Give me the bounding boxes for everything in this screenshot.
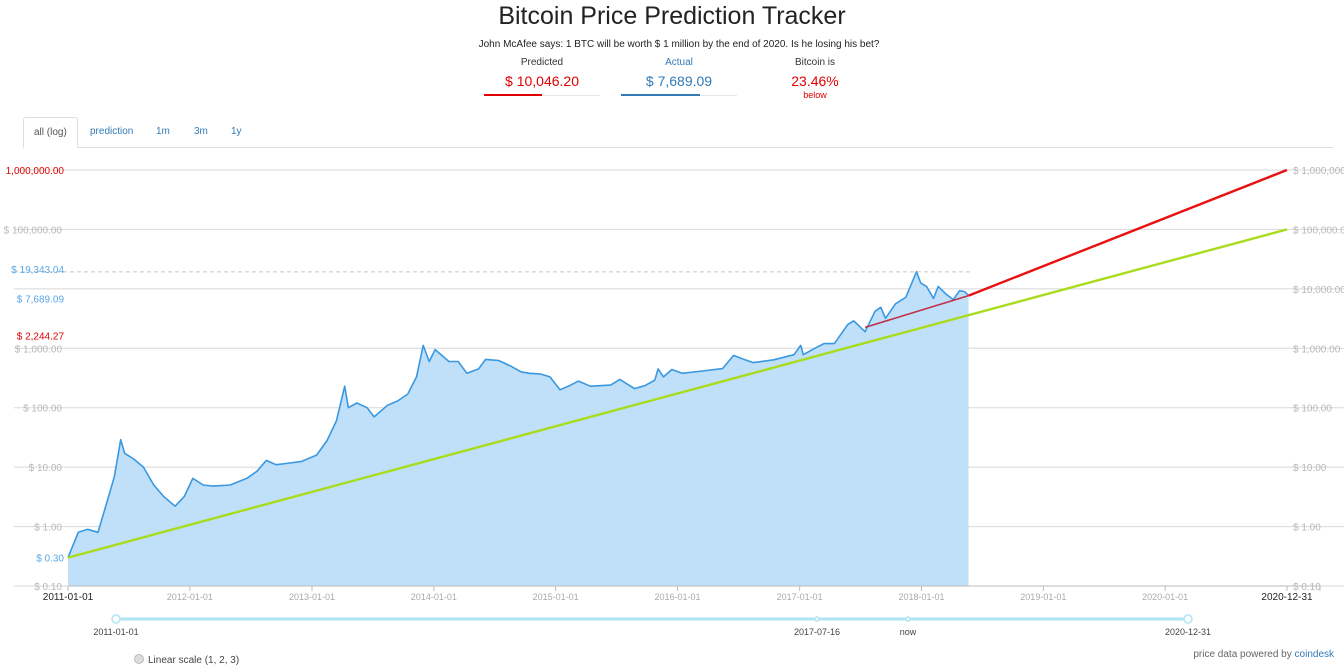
- tab-3m[interactable]: 3m: [194, 126, 208, 137]
- date-range-slider[interactable]: 2011-01-01 2017-07-16 now 2020-12-31: [0, 608, 1344, 642]
- x-tick-label: 2019-01-01: [1020, 592, 1066, 602]
- tab-all-log[interactable]: all (log): [23, 117, 78, 148]
- x-tick-label: 2020-12-31: [1261, 592, 1313, 603]
- y-tick-left: $ 100.00: [23, 404, 62, 415]
- predicted-value: $ 10,046.20: [505, 73, 579, 89]
- linear-scale-option[interactable]: Linear scale (1, 2, 3): [134, 654, 239, 666]
- slider-label: 2011-01-01: [93, 627, 138, 637]
- x-tick-label: 2014-01-01: [411, 592, 457, 602]
- y-tick-left: $ 1.00: [34, 523, 62, 534]
- page-subtitle: John McAfee says: 1 BTC will be worth $ …: [478, 39, 880, 50]
- page-title: Bitcoin Price Prediction Tracker: [498, 2, 846, 30]
- y-tick-right: $ 100,000.00: [1293, 225, 1344, 236]
- status-stat: Bitcoin is 23.46% below: [757, 57, 873, 100]
- highlight-label: $ 2,244.27: [17, 331, 65, 342]
- price-chart: $ 1,000,000.00 $ 100,000.00 $ 10,000.00 $ 1…: [4, 166, 1344, 603]
- actual-value: $ 7,689.09: [645, 73, 713, 89]
- y-tick-left: $ 0.10: [34, 582, 62, 593]
- actual-label: Actual: [665, 57, 693, 68]
- slider-handle[interactable]: [1183, 614, 1193, 624]
- actual-stat: Actual $ 7,689.09: [621, 57, 737, 96]
- slider-handle[interactable]: [905, 616, 911, 622]
- y-tick-right: $ 100.00: [1293, 404, 1332, 415]
- predicted-stat: Predicted $ 10,046.20: [484, 57, 600, 96]
- actual-bar: [621, 94, 737, 96]
- y-tick-left: $ 100,000.00: [4, 225, 63, 236]
- x-tick-label: 2017-01-01: [777, 592, 823, 602]
- y-tick-right: $ 0.10: [1293, 582, 1321, 593]
- highlight-label: $ 19,343.04: [11, 265, 64, 276]
- y-tick-right: $ 10.00: [1293, 463, 1327, 474]
- prediction-line: [968, 168, 1288, 297]
- y-tick-right: $ 1,000,000.00: [1293, 166, 1344, 177]
- powered-by: price data powered by coindesk: [1193, 649, 1334, 660]
- tab-1m[interactable]: 1m: [156, 126, 170, 137]
- y-tick-right: $ 1.00: [1293, 523, 1321, 534]
- x-tick-label: 2012-01-01: [167, 592, 213, 602]
- x-tick-label: 2016-01-01: [654, 592, 700, 602]
- linear-scale-radio[interactable]: [134, 654, 144, 664]
- status-value: 23.46%: [791, 73, 839, 89]
- slider-label: 2017-07-16: [794, 627, 840, 637]
- tab-prediction[interactable]: prediction: [90, 126, 134, 137]
- highlight-label: $ 0.30: [36, 554, 64, 565]
- slider-label: 2020-12-31: [1165, 627, 1211, 637]
- range-tabs: all (log) prediction 1m 3m 1y: [23, 117, 1333, 148]
- actual-bar-fill: [621, 94, 700, 96]
- highlight-label: 1,000,000.00: [6, 166, 65, 177]
- price-line: [67, 271, 970, 558]
- status-sub: below: [803, 90, 827, 100]
- linear-scale-label: Linear scale (1, 2, 3): [148, 655, 240, 666]
- y-tick-right: $ 10,000.00: [1293, 285, 1344, 296]
- coindesk-link[interactable]: coindesk: [1294, 649, 1334, 660]
- recent-trend-line: [864, 294, 969, 329]
- powered-by-text: price data powered by: [1193, 649, 1292, 660]
- y-tick-right: $ 1,000.00: [1293, 344, 1341, 355]
- x-tick-label: 2020-01-01: [1142, 592, 1188, 602]
- predicted-bar: [484, 94, 600, 96]
- highlight-label: $ 7,689.09: [17, 295, 65, 306]
- tab-1y[interactable]: 1y: [231, 126, 242, 137]
- price-area: [68, 271, 969, 586]
- mcafee-trend-line: [67, 228, 1288, 559]
- slider-label: now: [900, 627, 917, 637]
- predicted-label: Predicted: [520, 57, 564, 68]
- y-tick-left: $ 1,000.00: [15, 344, 63, 355]
- x-tick-label: 2018-01-01: [898, 592, 944, 602]
- predicted-bar-fill: [484, 94, 542, 96]
- x-tick-label: 2015-01-01: [533, 592, 579, 602]
- x-tick-label: 2011-01-01: [43, 592, 94, 603]
- status-label: Bitcoin is: [794, 57, 835, 68]
- slider-handle[interactable]: [814, 616, 820, 622]
- slider-handle[interactable]: [111, 614, 121, 624]
- y-tick-left: $ 10.00: [29, 463, 63, 474]
- x-tick-label: 2013-01-01: [289, 592, 335, 602]
